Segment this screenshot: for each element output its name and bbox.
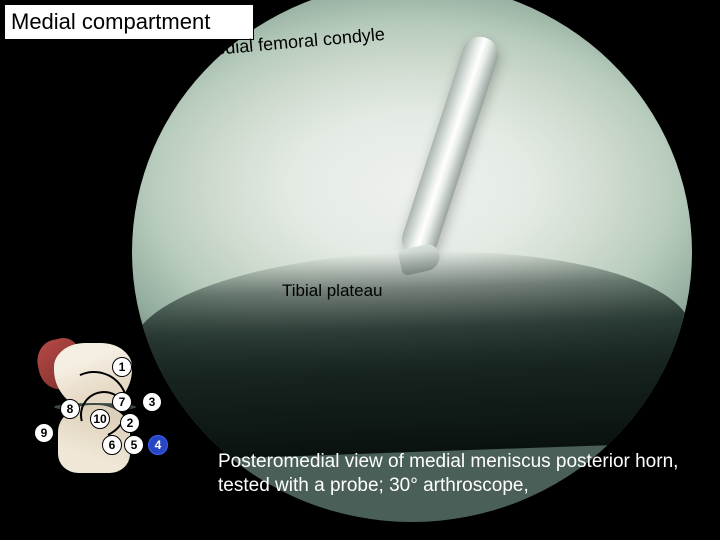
portal-marker-7: 7 (112, 392, 132, 412)
knee-inset-diagram: 1 73 8 10 2 9 654 (12, 337, 192, 477)
portal-marker-8: 8 (60, 399, 80, 419)
portal-marker-10: 10 (90, 409, 110, 429)
portal-marker-4: 4 (148, 435, 168, 455)
portal-marker-2: 2 (120, 413, 140, 433)
slide-title: Medial compartment (11, 9, 210, 35)
label-tibial-plateau: Tibial plateau (282, 281, 383, 301)
portal-marker-5: 5 (124, 435, 144, 455)
title-box: Medial compartment (4, 4, 254, 40)
portal-marker-9: 9 (34, 423, 54, 443)
slide-root: Medial compartment Medial femoral condyl… (0, 0, 720, 540)
portal-marker-6: 6 (102, 435, 122, 455)
probe-shaft (397, 32, 502, 262)
portal-marker-3: 3 (142, 392, 162, 412)
meniscus-shadow (132, 242, 692, 461)
label-medial-meniscus: Medial meniscus (692, 33, 713, 167)
portal-marker-1: 1 (112, 357, 132, 377)
arthroscope-image (132, 0, 692, 522)
caption-text: Posteromedial view of medial meniscus po… (218, 450, 708, 498)
